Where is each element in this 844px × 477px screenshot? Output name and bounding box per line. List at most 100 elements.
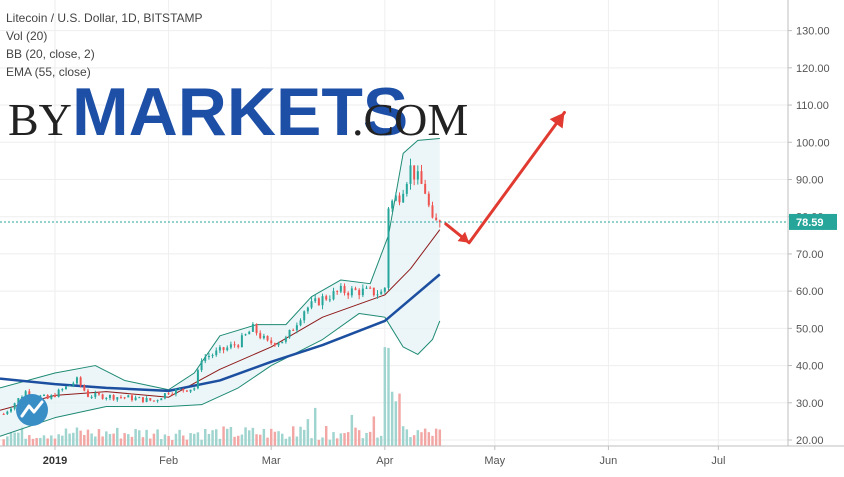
volume-bar [17, 432, 20, 446]
candle-body [402, 193, 405, 203]
volume-bar [200, 439, 203, 446]
candle-body [200, 361, 203, 371]
price-axis-tick-label: 50.00 [796, 323, 824, 335]
candle-body [354, 288, 357, 290]
time-axis-tick-label: Mar [262, 455, 281, 467]
volume-bar [211, 430, 214, 446]
volume-bar [79, 430, 82, 446]
volume-bar [61, 435, 64, 446]
volume-bar [291, 426, 295, 446]
price-axis-tick-label: 110.00 [796, 100, 829, 112]
last-price-value: 78.59 [796, 217, 824, 229]
bollinger-indicator-label[interactable]: BB (20, close, 2) [6, 47, 95, 61]
price-axis-tick-label: 120.00 [796, 63, 830, 75]
candle-body [185, 390, 188, 392]
volume-bar [215, 429, 218, 446]
candle-body [64, 386, 67, 390]
candle-body [273, 343, 276, 346]
volume-bar [226, 428, 229, 446]
volume-bar [101, 436, 104, 446]
candle-body [314, 298, 317, 302]
candle-body [435, 217, 438, 221]
candle-body [255, 324, 258, 334]
price-axis-tick-label: 130.00 [796, 26, 830, 38]
candle-body [116, 397, 119, 400]
time-axis-tick-label: May [484, 455, 505, 467]
volume-bar [229, 426, 233, 446]
candle-body [259, 333, 262, 339]
logo-main: MARKETS [72, 74, 408, 150]
candle-body [50, 395, 53, 399]
candle-body [288, 329, 291, 338]
candle-body [156, 400, 159, 402]
candle-body [101, 394, 104, 399]
volume-bar [119, 438, 123, 446]
volume-bar [108, 433, 112, 446]
volume-bar [141, 437, 145, 446]
volume-bar [277, 431, 280, 446]
candle-body [321, 296, 324, 306]
volume-bar [332, 432, 335, 446]
logo-prefix: BY [8, 94, 72, 145]
candle-body [130, 395, 133, 401]
volume-bar [163, 434, 167, 446]
candle-body [226, 347, 229, 351]
volume-bar [182, 435, 185, 446]
price-axis[interactable]: 130.00120.00110.00100.0090.0080.0070.006… [788, 26, 830, 447]
candle-body [108, 395, 111, 398]
volume-bar [178, 429, 181, 446]
candle-body [171, 394, 174, 396]
price-axis-tick-label: 20.00 [796, 435, 824, 447]
candle-body [9, 408, 12, 412]
ema-indicator-label[interactable]: EMA (55, close) [6, 65, 91, 79]
forecast-arrow-path [444, 110, 566, 245]
volume-bar [20, 426, 24, 446]
volume-bar [237, 435, 240, 446]
candle-body [174, 389, 177, 395]
volume-bar [295, 436, 299, 446]
volume-bar [368, 431, 372, 446]
volume-bar [398, 393, 401, 446]
tradingview-watermark-icon[interactable] [16, 394, 48, 426]
volume-bar [160, 439, 163, 446]
candle-body [328, 299, 331, 301]
ema-55-line [0, 273, 441, 393]
forecast-arrow [444, 110, 566, 245]
volume-bar [251, 427, 255, 446]
candle-body [152, 400, 155, 402]
volume-bar [354, 427, 357, 446]
candle-body [317, 298, 320, 306]
candle-body [332, 290, 335, 300]
volume-bar [39, 437, 42, 446]
candle-body [376, 294, 379, 296]
volume-bar [189, 433, 192, 446]
candle-body [149, 398, 152, 401]
candle-body [365, 287, 368, 289]
candle-body [310, 301, 313, 308]
time-axis[interactable]: 2019 Feb Mar Apr May Jun Jul [43, 446, 726, 467]
volume-bar [262, 428, 266, 446]
price-axis-tick-label: 100.00 [796, 137, 830, 149]
candle-body [163, 393, 166, 399]
volume-bar [431, 435, 434, 446]
volume-bar [427, 432, 431, 446]
volume-bar [50, 435, 53, 446]
candle-body [233, 344, 236, 346]
volume-bar [222, 426, 225, 446]
forecast-arrow-head-down [457, 231, 470, 243]
candle-body [13, 403, 16, 409]
candle-body [46, 394, 49, 399]
symbol-title[interactable]: Litecoin / U.S. Dollar, 1D, BITSTAMP [6, 11, 203, 25]
volume-bar [72, 432, 75, 446]
volume-bar [24, 438, 27, 446]
candle-body [189, 389, 192, 392]
candle-body [178, 388, 181, 390]
volume-bar [324, 426, 328, 446]
candle-body [413, 165, 416, 180]
candle-body [204, 356, 207, 362]
volume-bar [343, 433, 346, 446]
volume-indicator-label[interactable]: Vol (20) [6, 29, 47, 43]
volume-bar [193, 433, 196, 446]
volume-bar [90, 433, 93, 446]
